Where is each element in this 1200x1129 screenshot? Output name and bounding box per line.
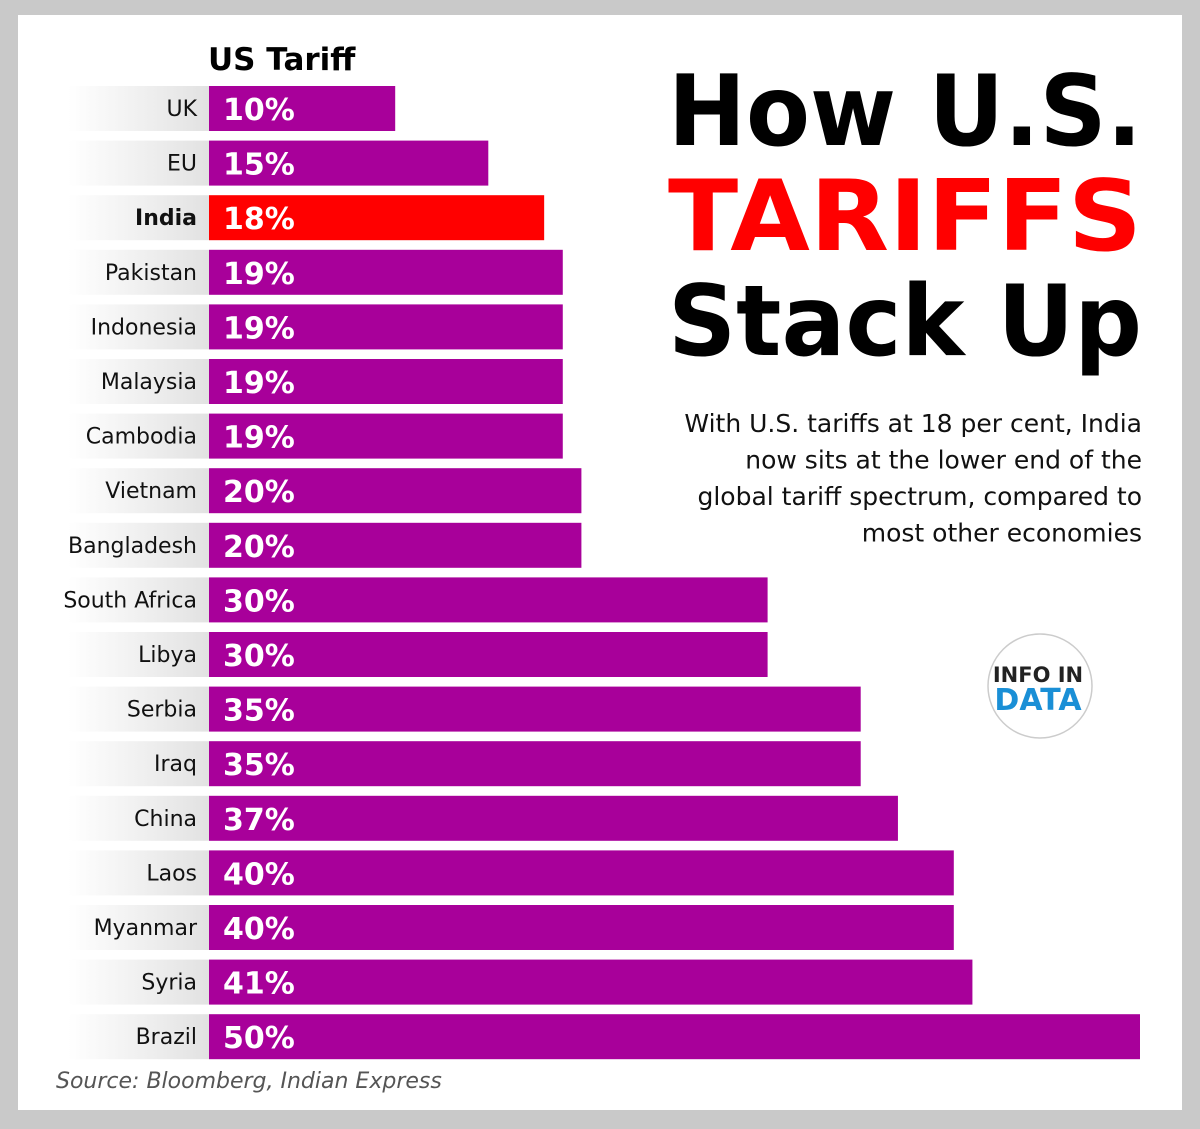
- title-line: How U.S.: [668, 55, 1142, 169]
- value-label: 20%: [223, 530, 295, 565]
- row-label-bg: [68, 741, 209, 787]
- bar: [209, 741, 861, 787]
- row-label-bg: [68, 632, 209, 677]
- value-label: 19%: [223, 366, 295, 401]
- row-label-bg: [68, 195, 209, 241]
- row-label: Malaysia: [101, 370, 197, 395]
- row-label-bg: [68, 468, 209, 514]
- row-label: EU: [167, 152, 197, 177]
- subtitle-line: now sits at the lower end of the: [745, 446, 1142, 475]
- value-label: 40%: [223, 857, 295, 892]
- row-label: Serbia: [127, 698, 197, 723]
- bar: [209, 140, 489, 186]
- bar: [209, 905, 954, 950]
- bar: [209, 86, 396, 131]
- row-label: Bangladesh: [68, 534, 197, 559]
- row-label: India: [135, 206, 197, 231]
- bar: [209, 577, 768, 623]
- row-label: Syria: [141, 971, 197, 996]
- row-label: Indonesia: [91, 315, 197, 340]
- value-label: 18%: [223, 202, 295, 237]
- row-label: Pakistan: [105, 261, 197, 286]
- value-label: 30%: [223, 639, 295, 674]
- value-label: 35%: [223, 748, 295, 783]
- row-label-bg: [68, 413, 209, 459]
- row-label-bg: [68, 795, 209, 841]
- row-label: China: [134, 807, 197, 832]
- value-label: 19%: [223, 311, 295, 346]
- logo-bottom: DATA: [994, 683, 1082, 718]
- row-label-bg: [68, 522, 209, 568]
- row-label: Iraq: [154, 752, 197, 777]
- value-label: 35%: [223, 694, 295, 729]
- value-label: 20%: [223, 475, 295, 510]
- row-label-bg: [68, 359, 209, 404]
- value-label: 30%: [223, 584, 295, 619]
- logo-circle: [987, 633, 1093, 739]
- row-label-bg: [68, 249, 209, 295]
- row-label-bg: [68, 686, 209, 732]
- row-label: Brazil: [136, 1025, 197, 1050]
- subtitle-line: most other economies: [862, 519, 1142, 548]
- row-label-bg: [68, 304, 209, 350]
- axis-label: US Tariff: [208, 42, 356, 78]
- row-label-bg: [68, 140, 209, 186]
- bar: [209, 195, 545, 241]
- row-label: Vietnam: [105, 479, 197, 504]
- bar: [209, 959, 973, 1005]
- value-label: 10%: [223, 93, 295, 128]
- bar: [209, 850, 954, 896]
- row-label-bg: [68, 959, 209, 1005]
- row-label-bg: [68, 905, 209, 950]
- bar: [209, 304, 563, 350]
- row-label: Laos: [146, 861, 197, 886]
- row-label: Cambodia: [86, 425, 197, 450]
- value-label: 37%: [223, 803, 295, 838]
- row-label: South Africa: [63, 588, 197, 613]
- bar: [209, 632, 768, 677]
- bar: [209, 795, 898, 841]
- source: Source: Bloomberg, Indian Express: [56, 1069, 442, 1094]
- bar: [209, 522, 582, 568]
- bar: [209, 359, 563, 404]
- row-label: UK: [166, 97, 197, 122]
- logo-top: INFO IN: [993, 663, 1083, 687]
- bar: [209, 249, 563, 295]
- bar: [209, 686, 861, 732]
- value-label: 40%: [223, 912, 295, 947]
- value-label: 15%: [223, 148, 295, 183]
- value-label: 19%: [223, 421, 295, 456]
- title-line: TARIFFS: [668, 160, 1142, 274]
- value-label: 50%: [223, 1021, 295, 1056]
- row-label: Libya: [138, 643, 197, 668]
- title-line: Stack Up: [668, 265, 1142, 379]
- row-label-bg: [68, 850, 209, 896]
- bar: [209, 468, 582, 514]
- bar: [209, 1014, 1140, 1060]
- value-label: 41%: [223, 967, 295, 1002]
- bar: [209, 413, 563, 459]
- row-label-bg: [68, 577, 209, 623]
- subtitle-line: global tariff spectrum, compared to: [697, 482, 1142, 511]
- row-label: Myanmar: [94, 916, 198, 941]
- value-label: 19%: [223, 257, 295, 292]
- row-label-bg: [68, 1014, 209, 1060]
- row-label-bg: [68, 86, 209, 131]
- subtitle-line: With U.S. tariffs at 18 per cent, India: [684, 409, 1142, 438]
